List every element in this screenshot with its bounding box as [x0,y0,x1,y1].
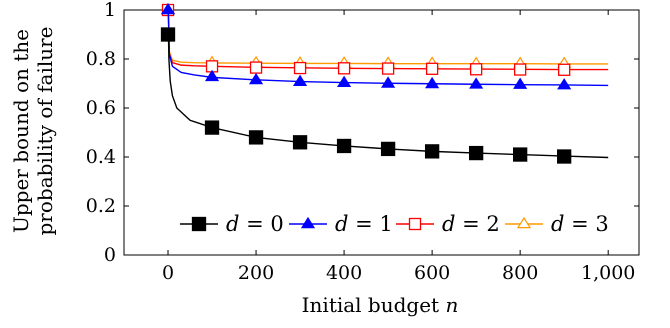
data-point [248,130,264,145]
y-tick-label: 0.4 [86,146,116,168]
data-point [381,76,396,88]
data-point [292,74,308,86]
data-point [292,135,308,150]
series-line [167,34,609,159]
y-tick-label: 0 [104,244,116,266]
data-point [204,69,220,82]
data-point [337,75,352,87]
series-3 [160,2,609,68]
data-point [381,62,395,75]
data-point [425,76,440,89]
x-tick-label: 200 [238,262,274,284]
legend-label: d = 0 [226,212,284,236]
data-point [336,138,352,154]
legend: d = 0 d = 1 d = 2 d = 3 [180,212,609,236]
data-point [514,63,527,76]
data-point [249,61,263,74]
data-point [160,27,176,42]
y-axis-label-line2: probability of failure [33,26,57,235]
y-axis-label-line1: Upper bound on the [9,29,33,233]
data-point [204,120,220,135]
x-axis-label: Initial budget n [302,293,459,317]
data-point [160,2,176,15]
legend-label: d = 1 [335,212,393,236]
data-point [248,72,264,85]
legend-label: d = 3 [551,212,609,236]
legend-marker [516,216,532,229]
x-tick-label: 1,000 [581,262,635,284]
data-point [557,149,572,164]
x-tick-label: 400 [326,262,362,284]
y-tick-label: 0.8 [86,48,116,70]
data-point [425,62,439,75]
series-1 [160,2,609,90]
y-tick-label: 0.6 [86,97,116,119]
data-point [513,77,528,89]
data-point [558,63,571,76]
series-2 [161,3,609,76]
data-point [380,141,396,157]
data-point [337,62,351,75]
data-point [469,77,484,89]
plot-frame [123,9,640,256]
y-tick-label: 0.2 [86,195,116,217]
legend-marker [408,217,422,231]
data-point [424,144,440,159]
legend-marker [191,216,207,232]
series-line [167,9,609,87]
data-point [557,78,572,90]
legend-marker [300,216,316,229]
y-tick-label: 1 [104,0,116,21]
legend-label: d = 2 [442,212,500,236]
data-point [513,147,528,162]
x-tick-label: 0 [162,262,174,284]
data-point [468,145,484,161]
data-point [293,61,307,75]
data-point [469,63,483,76]
x-tick-label: 600 [414,262,450,284]
x-tick-label: 800 [502,262,538,284]
series-line [167,9,609,65]
series-0 [160,27,609,164]
